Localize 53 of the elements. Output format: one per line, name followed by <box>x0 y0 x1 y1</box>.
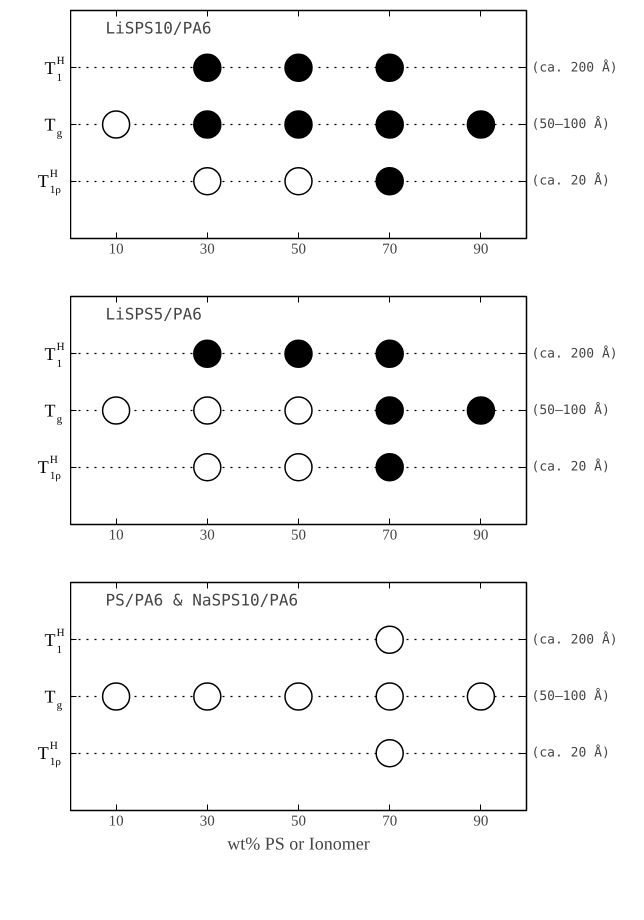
point <box>193 396 222 425</box>
x-tick-label: 90 <box>473 242 488 258</box>
point <box>102 682 130 711</box>
x-tick-label: 30 <box>200 528 215 544</box>
point <box>193 54 222 82</box>
point <box>102 396 130 425</box>
x-tick-label: 70 <box>382 242 398 258</box>
point <box>284 682 313 711</box>
x-tick-label: 50 <box>291 814 306 830</box>
y2-tick-label: (ca. 20 Å) <box>532 744 610 761</box>
x-tick-label: 30 <box>200 814 215 830</box>
point <box>102 110 130 139</box>
point <box>466 396 496 425</box>
point <box>284 54 313 82</box>
point <box>375 682 404 711</box>
y2-tick-label: (ca. 200 Å) <box>532 344 618 362</box>
point <box>375 110 404 139</box>
y2-tick-label: (ca. 200 Å) <box>532 58 618 76</box>
point <box>466 110 496 139</box>
point <box>193 110 222 139</box>
x-tick-label: 50 <box>291 242 306 258</box>
point <box>375 452 404 482</box>
x-tick-label: 70 <box>382 814 398 830</box>
point <box>375 54 404 82</box>
x-tick-label: 50 <box>291 528 306 544</box>
x-tick-label: 10 <box>108 242 124 258</box>
y2-tick-label: (ca. 20 Å) <box>532 458 610 475</box>
text: LiSPS10/PA6 <box>106 18 212 38</box>
y2-tick-label: (50–100 Å) <box>532 401 610 418</box>
y2-tick-label: (ca. 200 Å) <box>532 630 618 648</box>
x-tick-label: 10 <box>108 528 124 544</box>
text: LiSPS5/PA6 <box>106 304 202 324</box>
point <box>375 738 404 768</box>
point <box>375 626 404 654</box>
point <box>375 166 404 196</box>
point <box>193 452 222 482</box>
point <box>284 110 313 139</box>
x-tick-label: 90 <box>473 528 488 544</box>
x-axis-title: wt% PS or Ionomer <box>227 834 370 854</box>
y2-tick-label: (ca. 20 Å) <box>532 172 610 189</box>
y2-tick-label: (50–100 Å) <box>532 687 610 704</box>
y2-tick-label: (50–100 Å) <box>532 115 610 132</box>
point <box>284 452 313 482</box>
point <box>193 682 222 711</box>
point <box>466 682 496 711</box>
x-tick-label: 10 <box>108 814 124 830</box>
point <box>375 396 404 425</box>
text: PS/PA6 & NaSPS10/PA6 <box>106 590 298 610</box>
x-tick-label: 30 <box>200 242 215 258</box>
x-tick-label: 90 <box>473 814 488 830</box>
point <box>284 396 313 425</box>
point <box>375 340 404 368</box>
x-tick-label: 70 <box>382 528 398 544</box>
